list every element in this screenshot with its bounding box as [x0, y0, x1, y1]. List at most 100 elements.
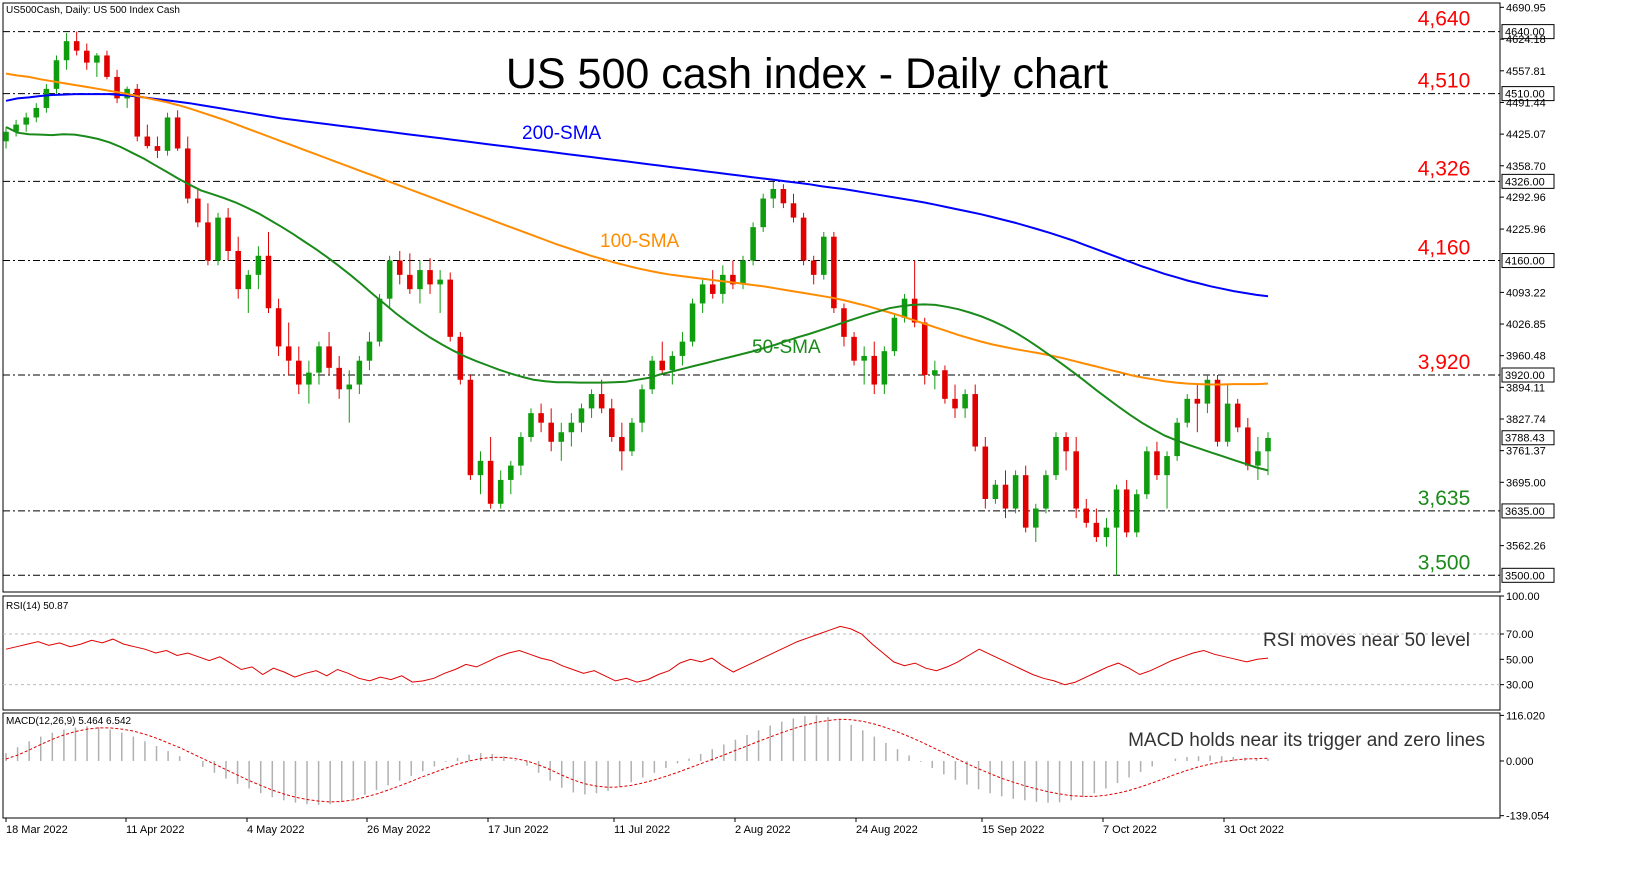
candle-body — [720, 274, 726, 294]
candle-body — [891, 317, 898, 352]
bullish-candle — [366, 332, 373, 371]
sma-line — [5, 72, 1269, 386]
candle-body — [911, 298, 918, 323]
price-tick-label: 4358.70 — [1506, 161, 1546, 173]
bullish-candle — [639, 384, 645, 433]
bullish-candle — [1033, 503, 1039, 542]
candle-body — [346, 384, 353, 390]
bullish-candle — [568, 413, 575, 447]
candle-body — [33, 107, 40, 118]
bullish-candle — [1144, 446, 1150, 499]
date-tick-label: 26 May 2022 — [367, 824, 431, 836]
date-tick-label: 15 Sep 2022 — [982, 824, 1044, 836]
bearish-candle — [1022, 465, 1029, 533]
price-tick-label: 4491.44 — [1506, 97, 1546, 109]
bullish-candle — [1224, 384, 1231, 447]
price-tick-label: 4690.95 — [1506, 2, 1546, 14]
candle-body — [619, 437, 625, 452]
bullish-candle — [679, 332, 686, 366]
candle-body — [639, 389, 645, 423]
sma-line — [5, 126, 1269, 472]
bullish-candle — [53, 55, 60, 94]
price-tick-label: 4624.18 — [1506, 34, 1546, 46]
candle-body — [730, 274, 736, 285]
candle-body — [43, 88, 50, 108]
bearish-candle — [144, 124, 151, 149]
bearish-candle — [467, 375, 474, 480]
bullish-candle — [255, 246, 262, 290]
bearish-candle — [598, 379, 605, 414]
sma-line — [5, 93, 1269, 298]
level-label: 4,326 — [1418, 157, 1471, 180]
candle-body — [790, 203, 797, 218]
bearish-candle — [427, 258, 433, 294]
bullish-candle — [306, 360, 312, 404]
bullish-candle — [316, 341, 322, 385]
bullish-candle — [760, 193, 766, 232]
bullish-candle — [518, 432, 524, 476]
bearish-candle — [1002, 470, 1009, 519]
candle-body — [871, 355, 878, 385]
candle-body — [275, 308, 282, 347]
bearish-candle — [447, 272, 454, 342]
panel-frames — [2, 2, 1501, 819]
bearish-candle — [225, 208, 231, 261]
candle-body — [427, 270, 433, 285]
bullish-candle — [820, 231, 827, 280]
rsi-tick-label: 50.00 — [1506, 654, 1534, 666]
bullish-candle — [33, 103, 40, 123]
rsi-tick-label: 70.00 — [1506, 629, 1534, 641]
bearish-candle — [285, 322, 292, 375]
bullish-candle — [13, 119, 19, 137]
bullish-candle — [629, 417, 635, 457]
candle-body — [94, 55, 100, 63]
candle-body — [497, 479, 504, 504]
chart-title: US 500 cash index - Daily chart — [506, 50, 1108, 98]
bearish-candle — [538, 403, 544, 433]
candle-body — [588, 394, 595, 409]
bullish-candle — [1053, 432, 1059, 480]
price-tick-label: 3761.37 — [1506, 446, 1546, 458]
date-axis: 18 Mar 2022 11 Apr 2022 4 May 2022 26 May 2… — [5, 818, 1284, 836]
bearish-candle — [831, 231, 837, 313]
candle-body — [1133, 494, 1140, 533]
candle-body — [1022, 475, 1029, 528]
bearish-candle — [1234, 398, 1241, 433]
bullish-candle — [245, 270, 252, 313]
bearish-candle — [396, 251, 403, 285]
candle-body — [205, 222, 211, 261]
bullish-candle — [376, 293, 383, 347]
price-tick-label: 4225.96 — [1506, 224, 1546, 236]
candle-body — [831, 236, 837, 309]
candle-body — [518, 437, 524, 466]
candle-body — [851, 336, 857, 361]
bullish-candle — [649, 355, 655, 395]
candle-body — [740, 260, 746, 285]
candle-body — [1083, 508, 1090, 523]
bearish-candle — [1245, 417, 1251, 471]
level-label: 4,640 — [1418, 8, 1471, 31]
candle-body — [558, 432, 565, 442]
bearish-candle — [407, 253, 413, 294]
rsi-tick-label: 30.00 — [1506, 680, 1534, 692]
candle-body — [689, 303, 696, 342]
level-price-box — [1501, 253, 1555, 269]
last-price-box — [1501, 430, 1555, 446]
candle-body — [921, 322, 928, 375]
sma-label: 50-SMA — [752, 337, 821, 358]
bullish-candle — [1043, 470, 1049, 514]
candle-body — [1255, 451, 1261, 466]
candle-body — [265, 255, 272, 309]
candle-body — [709, 284, 716, 294]
date-tick-label: 2 Aug 2022 — [735, 824, 791, 836]
bearish-candle — [184, 136, 191, 204]
date-tick-label: 31 Oct 2022 — [1224, 824, 1284, 836]
bullish-candle — [43, 84, 50, 113]
candle-body — [376, 298, 383, 342]
candle-body — [83, 50, 90, 63]
candle-body — [1123, 489, 1130, 533]
candle-body — [417, 270, 423, 290]
bearish-candle — [972, 384, 978, 452]
bullish-candle — [588, 389, 595, 418]
bullish-candle — [386, 255, 393, 309]
